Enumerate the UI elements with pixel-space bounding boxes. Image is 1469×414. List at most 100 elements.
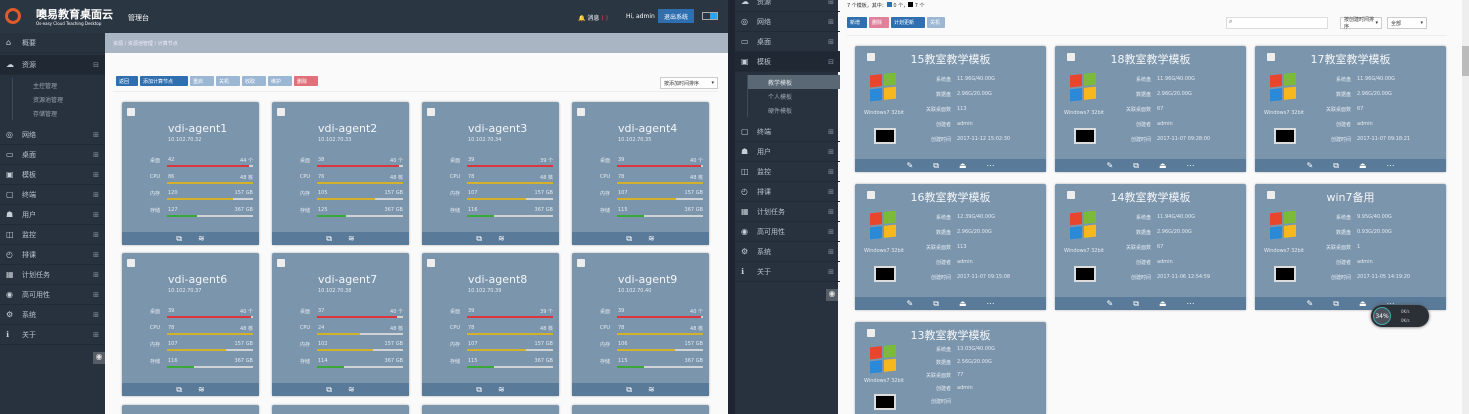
search-input[interactable]: ⌕ <box>1226 17 1328 29</box>
sidebar-item-5[interactable]: ▢ 终端 ⊞ <box>0 185 105 205</box>
select-checkbox[interactable] <box>1067 191 1075 199</box>
console-icon[interactable]: ⧉ <box>176 233 182 243</box>
compute-node-card[interactable] <box>272 405 409 414</box>
copy-icon[interactable]: ⧉ <box>1133 298 1139 308</box>
select-checkbox[interactable] <box>867 191 875 199</box>
select-checkbox[interactable] <box>577 259 585 267</box>
toolbar-button-4[interactable]: 收取 <box>242 76 266 86</box>
layers-icon[interactable]: ≋ <box>498 385 505 394</box>
sidebar-item-7[interactable]: ◫ 监控 ⊞ <box>0 225 105 245</box>
theme-toggle[interactable] <box>702 12 718 20</box>
sidebar-item-0[interactable]: ⌂ 概要 <box>0 33 105 53</box>
template-card[interactable]: win7备用 Windows7 32bit 系统盘 9.95G/40.00G 数据盘 0.… <box>1255 184 1446 310</box>
compute-node-card[interactable]: vdi-agent1 10.102.70.32 桌面 42 44 个 CPU 86 48 核内… <box>122 102 259 245</box>
template-card[interactable]: 14教室教学模板 Windows7 32bit 系统盘 11.94G/40.00G 数据… <box>1055 184 1246 310</box>
sidebar-item-12[interactable]: ℹ 关于 ⊞ <box>0 325 105 345</box>
more-icon[interactable]: ⋯ <box>986 161 995 170</box>
template-card[interactable]: 16教室教学模板 Windows7 32bit 系统盘 12.39G/40.00G 数据… <box>855 184 1046 310</box>
toolbar-button-6[interactable]: 删除 <box>294 76 318 86</box>
sidebar-item-3[interactable]: ▭ 桌面 ⊞ <box>0 145 105 165</box>
select-checkbox[interactable] <box>427 259 435 267</box>
sidebar-toggle-button[interactable]: ◉ <box>93 352 105 364</box>
deploy-icon[interactable]: ⏏ <box>1358 299 1367 308</box>
logout-button[interactable]: 退出系统 <box>658 9 694 23</box>
compute-node-card[interactable] <box>572 405 709 414</box>
sort-select[interactable]: 按添加时间排序 ▾ <box>660 77 718 89</box>
select-checkbox[interactable] <box>427 108 435 116</box>
sidebar-item-8[interactable]: ◴ 排课 ⊞ <box>0 245 105 265</box>
select-checkbox[interactable] <box>867 53 875 61</box>
sidebar-item-4[interactable]: ▣ 模板 ⊞ <box>0 165 105 185</box>
edit-icon[interactable]: ✎ <box>906 299 914 308</box>
select-checkbox[interactable] <box>867 329 875 337</box>
sidebar-item-6[interactable]: ☗ 用户 ⊞ <box>0 205 105 225</box>
layers-icon[interactable]: ≋ <box>348 385 355 394</box>
sidebar-subitem[interactable]: 硬件模板 <box>747 103 840 117</box>
edit-icon[interactable]: ✎ <box>906 161 914 170</box>
more-icon[interactable]: ⋯ <box>1386 161 1395 170</box>
select-checkbox[interactable] <box>277 108 285 116</box>
filter-select[interactable]: 全部 ▾ <box>1387 17 1427 29</box>
sidebar-item-2[interactable]: ▭ 桌面 ⊞ <box>735 32 840 52</box>
deploy-icon[interactable]: ⏏ <box>1158 161 1167 170</box>
copy-icon[interactable]: ⧉ <box>1133 160 1139 170</box>
toolbar-button-3[interactable]: 关机 <box>927 17 945 28</box>
sidebar-item-2[interactable]: ◎ 网络 ⊞ <box>0 125 105 145</box>
sidebar-subitem[interactable]: 资源池管理 <box>12 92 105 106</box>
layers-icon[interactable]: ≋ <box>648 234 655 243</box>
sidebar-item-10[interactable]: ◉ 高可用性 ⊞ <box>0 285 105 305</box>
copy-icon[interactable]: ⧉ <box>1333 298 1339 308</box>
sidebar-item-8[interactable]: ▦ 计划任务 ⊞ <box>735 202 840 222</box>
sidebar-item-11[interactable]: ℹ 关于 ⊞ <box>735 262 840 282</box>
sidebar-item-11[interactable]: ⚙ 系统 ⊞ <box>0 305 105 325</box>
edit-icon[interactable]: ✎ <box>1106 161 1114 170</box>
console-icon[interactable]: ⧉ <box>626 384 632 394</box>
more-icon[interactable]: ⋯ <box>1186 161 1195 170</box>
toolbar-button-5[interactable]: 维护 <box>268 76 292 86</box>
layers-icon[interactable]: ≋ <box>648 385 655 394</box>
toolbar-button-1[interactable]: 删除 <box>869 17 889 28</box>
console-icon[interactable]: ⧉ <box>476 233 482 243</box>
layers-icon[interactable]: ≋ <box>198 234 205 243</box>
sidebar-item-6[interactable]: ◫ 监控 ⊞ <box>735 162 840 182</box>
compute-node-card[interactable]: vdi-agent7 10.102.70.38 桌面 37 40 个 CPU 24 48 核内… <box>272 253 409 396</box>
compute-node-card[interactable]: vdi-agent6 10.102.70.37 桌面 39 40 个 CPU 78 48 核内… <box>122 253 259 396</box>
compute-node-card[interactable]: vdi-agent3 10.102.70.34 桌面 39 39 个 CPU 78 48 核内… <box>422 102 559 245</box>
sidebar-item-3[interactable]: ▣ 模板 ⊟ <box>735 52 840 72</box>
sidebar-subitem[interactable]: 教学模板 <box>747 75 840 89</box>
deploy-icon[interactable]: ⏏ <box>958 299 967 308</box>
more-icon[interactable]: ⋯ <box>1386 299 1395 308</box>
sidebar-item-9[interactable]: ▦ 计划任务 ⊞ <box>0 265 105 285</box>
edit-icon[interactable]: ✎ <box>1106 299 1114 308</box>
copy-icon[interactable]: ⧉ <box>933 298 939 308</box>
select-checkbox[interactable] <box>1267 191 1275 199</box>
sidebar-item-4[interactable]: ▢ 终端 ⊞ <box>735 122 840 142</box>
layers-icon[interactable]: ≋ <box>498 234 505 243</box>
edit-icon[interactable]: ✎ <box>1306 299 1314 308</box>
sidebar-item-10[interactable]: ⚙ 系统 ⊞ <box>735 242 840 262</box>
select-checkbox[interactable] <box>127 259 135 267</box>
sidebar-item-7[interactable]: ◴ 排课 ⊞ <box>735 182 840 202</box>
template-card[interactable]: 17教室教学模板 Windows7 32bit 系统盘 11.96G/40.00G 数据… <box>1255 46 1446 172</box>
sidebar-subitem[interactable]: 个人模板 <box>747 89 840 103</box>
deploy-icon[interactable]: ⏏ <box>1358 161 1367 170</box>
sidebar-item-1[interactable]: ☁ 资源 ⊟ <box>0 55 105 75</box>
toolbar-button-2[interactable]: 重启 <box>190 76 214 86</box>
layers-icon[interactable]: ≋ <box>348 234 355 243</box>
toolbar-button-1[interactable]: 添加计算节点 <box>140 76 188 86</box>
sidebar-item-9[interactable]: ◉ 高可用性 ⊞ <box>735 222 840 242</box>
template-card[interactable]: 18教室教学模板 Windows7 32bit 系统盘 11.96G/40.00G 数据… <box>1055 46 1246 172</box>
compute-node-card[interactable]: vdi-agent2 10.102.70.33 桌面 38 40 个 CPU 76 48 核内… <box>272 102 409 245</box>
breadcrumb-item[interactable]: 资源 <box>113 41 124 47</box>
select-checkbox[interactable] <box>127 108 135 116</box>
template-card[interactable]: 15教室教学模板 Windows7 32bit 系统盘 11.96G/40.00G 数据… <box>855 46 1046 172</box>
console-icon[interactable]: ⧉ <box>476 384 482 394</box>
more-icon[interactable]: ⋯ <box>986 299 995 308</box>
console-icon[interactable]: ⧉ <box>626 233 632 243</box>
sidebar-item-0[interactable]: ☁ 资源 ⊞ <box>735 0 840 12</box>
sidebar-subitem[interactable]: 主控管理 <box>12 78 105 92</box>
layers-icon[interactable]: ≋ <box>198 385 205 394</box>
sidebar-subitem[interactable]: 存储管理 <box>12 106 105 120</box>
deploy-icon[interactable]: ⏏ <box>1158 299 1167 308</box>
edit-icon[interactable]: ✎ <box>1306 161 1314 170</box>
